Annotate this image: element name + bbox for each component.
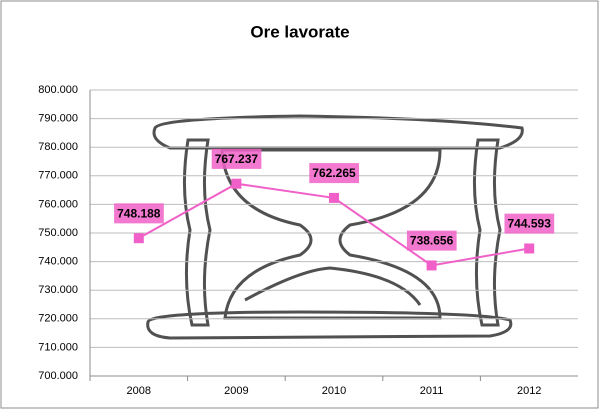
y-tick-label: 800.000 xyxy=(38,84,78,96)
x-tick-label: 2010 xyxy=(322,385,346,397)
data-label: 767.237 xyxy=(212,149,262,169)
y-tick-label: 770.000 xyxy=(38,170,78,182)
point-marker xyxy=(231,179,241,189)
y-tick-label: 740.000 xyxy=(38,256,78,268)
point-marker xyxy=(524,243,534,253)
data-label: 744.593 xyxy=(505,214,555,234)
data-label-text: 762.265 xyxy=(312,166,356,180)
data-label-text: 744.593 xyxy=(508,217,552,231)
y-tick-label: 760.000 xyxy=(38,198,78,210)
data-label-text: 748.188 xyxy=(117,206,161,220)
data-label: 762.265 xyxy=(309,163,359,183)
data-label-text: 767.237 xyxy=(215,152,259,166)
chart: Ore lavorate 700.000 710.000 720.000 730.000… xyxy=(0,0,600,410)
point-marker xyxy=(329,193,339,203)
x-tick-label: 2008 xyxy=(127,385,151,397)
page: Ore lavorate 700.000 710.000 720.000 730.000… xyxy=(0,0,600,410)
x-tick-label: 2011 xyxy=(420,385,444,397)
x-tick-label: 2009 xyxy=(224,385,248,397)
y-tick-label: 700.000 xyxy=(38,370,78,382)
chart-title: Ore lavorate xyxy=(250,22,349,41)
y-tick-label: 780.000 xyxy=(38,141,78,153)
point-marker xyxy=(427,260,437,270)
data-label: 748.188 xyxy=(114,203,164,223)
y-tick-label: 730.000 xyxy=(38,284,78,296)
y-tick-label: 790.000 xyxy=(38,113,78,125)
y-tick-label: 710.000 xyxy=(38,341,78,353)
point-marker xyxy=(134,233,144,243)
y-tick-label: 750.000 xyxy=(38,227,78,239)
data-label-text: 738.656 xyxy=(410,234,454,248)
data-label: 738.656 xyxy=(407,231,457,251)
y-tick-label: 720.000 xyxy=(38,313,78,325)
x-tick-label: 2012 xyxy=(517,385,541,397)
